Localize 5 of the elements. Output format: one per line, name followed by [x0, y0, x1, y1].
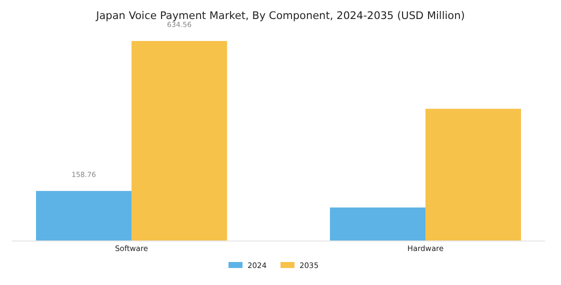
chart-title: Japan Voice Payment Market, By Component, 2024-2035 (USD Million): [95, 10, 465, 22]
bar: [330, 207, 426, 241]
bar: [425, 108, 521, 241]
bar: [36, 190, 132, 241]
bar: [132, 41, 228, 241]
